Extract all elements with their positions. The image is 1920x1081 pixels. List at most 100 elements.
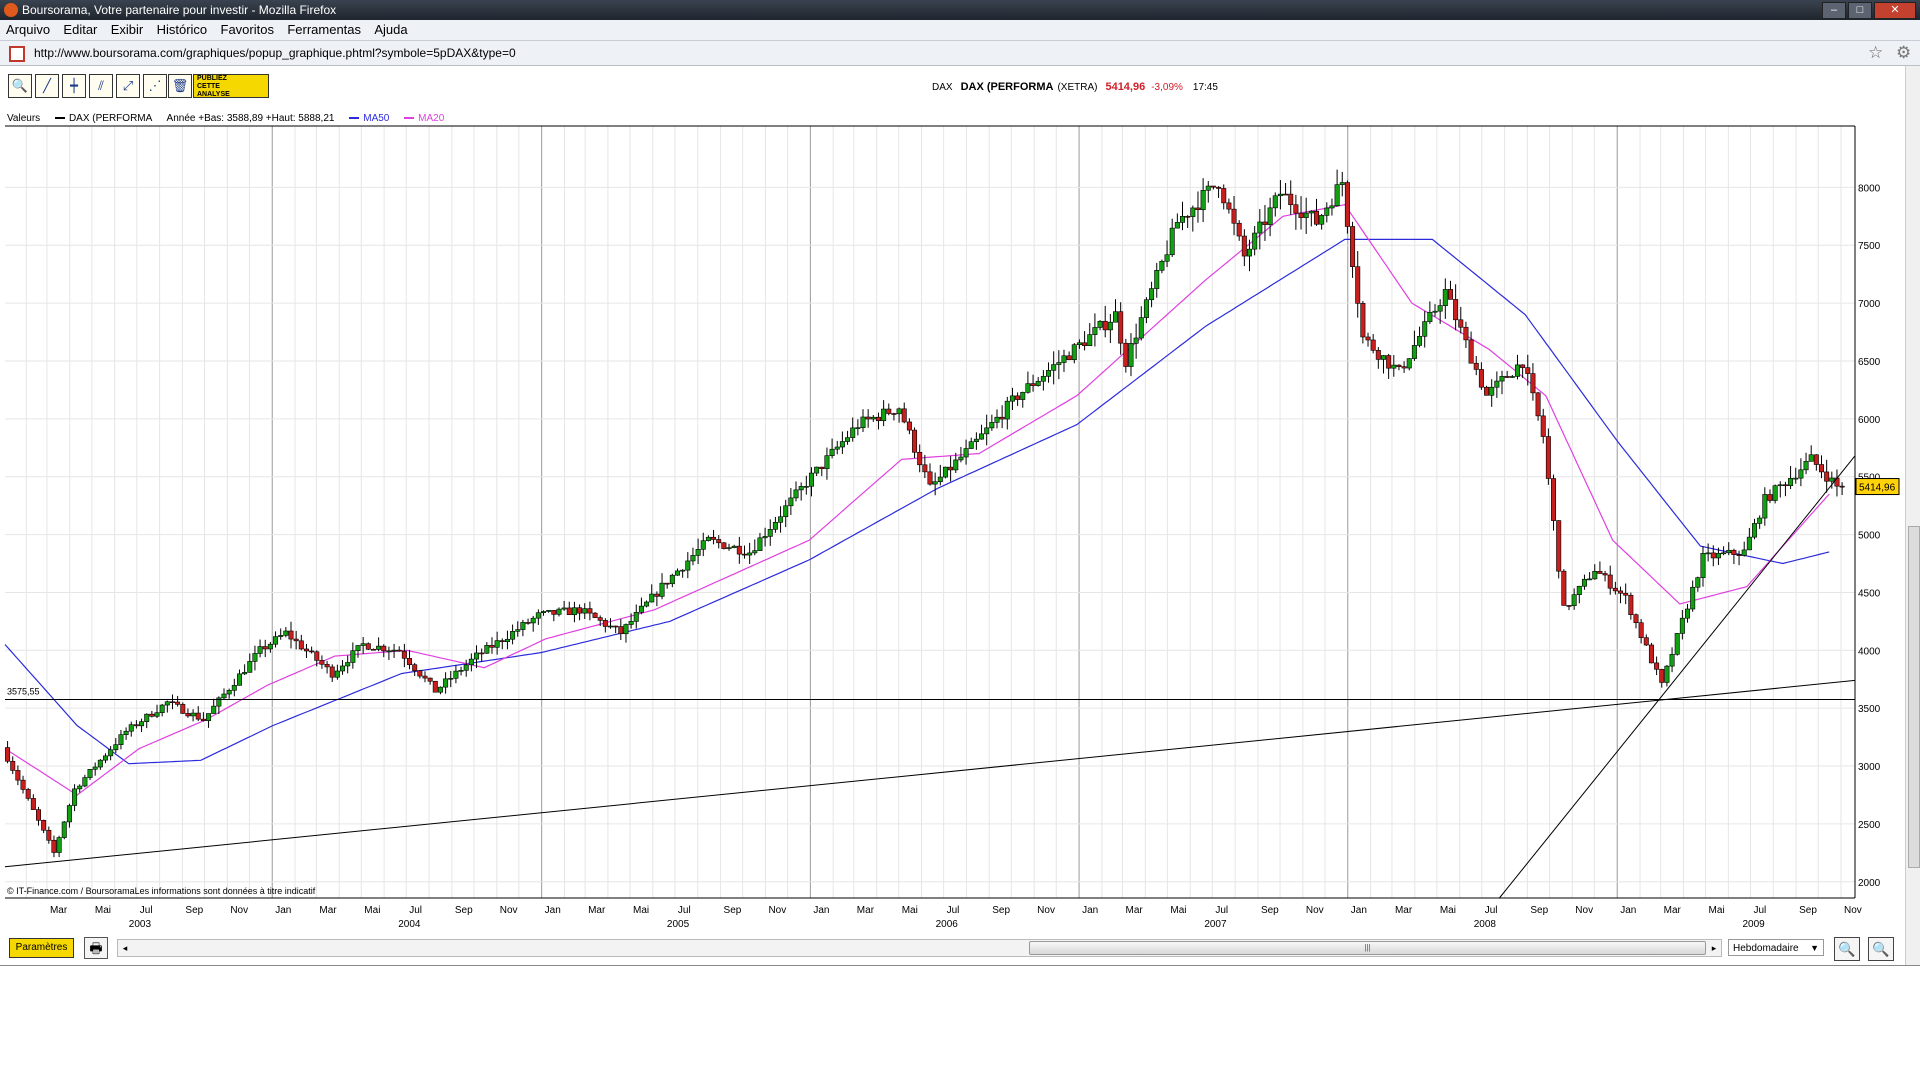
close-button[interactable]: ✕ [1874,2,1916,19]
candle-body [5,747,11,762]
bookmark-star-icon[interactable]: ☆ [1868,43,1884,62]
candle-body [1447,289,1453,300]
candle-body [644,601,650,607]
trendline-tool-icon[interactable]: ╱ [35,74,59,98]
candle-body [262,646,268,650]
x-tick-label: Nov [1844,905,1862,916]
gear-icon[interactable]: ⚙ [1896,43,1912,62]
candle-body [164,701,170,706]
candle-body [484,645,490,654]
candle-body [1607,574,1613,589]
candle-body [231,685,237,691]
x-tick-label: Mar [50,905,68,916]
candle-body [66,805,72,823]
minimize-button[interactable]: – [1822,2,1846,19]
candle-body [1690,586,1696,610]
year-label: 2003 [129,919,152,930]
candle-body [680,569,686,572]
candle-body [1782,484,1788,487]
horizontal-scrollbar[interactable]: ◂ ||| ▸ [117,939,1722,957]
candle-body [1427,311,1433,322]
candle-body [721,542,727,549]
candle-body [566,607,572,616]
y-tick-label: 3500 [1858,704,1881,715]
candle-body [1633,614,1639,623]
fan-tool-icon[interactable]: ⋰ [143,74,167,98]
menu-bar: Arquivo Editar Exibir Histórico Favorito… [0,20,1920,41]
candle-body [432,680,438,693]
candle-body [123,730,129,735]
ma20-line [4,204,1830,796]
zoom-out-button[interactable]: 🔍− [1834,937,1860,979]
menu-ajuda[interactable]: Ajuda [374,22,408,37]
menu-arquivo[interactable]: Arquivo [6,22,51,37]
quote-header: DAX DAX (PERFORMA (XETRA) 5414,96 -3,09% 17:4… [932,81,1218,93]
menu-ferramentas[interactable]: Ferramentas [287,22,362,37]
printer-icon[interactable]: 🖶 [84,937,108,959]
trash-icon[interactable]: 🗑 [168,74,192,98]
candle-body [1499,376,1505,382]
candle-body [1638,622,1644,638]
fibonacci-tool-icon[interactable]: ⤢ [116,74,140,98]
candle-body [200,718,206,721]
zoom-in-button[interactable]: 🔍+ [1868,937,1894,979]
candle-body [1798,469,1804,479]
candle-body [1324,207,1330,216]
horizontal-line-tool-icon[interactable]: ┿ [62,74,86,98]
interval-select[interactable]: Hebdomadaire ▼ [1728,939,1824,956]
candle-body [30,798,36,810]
url-field[interactable]: http://www.boursorama.com/graphiques/pop… [34,46,516,60]
x-tick-label: Mai [633,905,649,916]
scroll-right-arrow-icon[interactable]: ▸ [1711,943,1717,953]
y-tick-label: 3000 [1858,762,1881,773]
candle-body [592,612,598,618]
legend-ma50: MA50 [363,113,390,124]
candle-body [1705,552,1711,555]
candle-body [1535,392,1541,417]
menu-exibir[interactable]: Exibir [110,22,144,37]
x-tick-label: Nov [230,905,248,916]
candle-body [1592,571,1598,580]
candle-body [20,779,26,790]
candle-body [1664,665,1670,683]
chart-area[interactable]: Mar Mai Jul 2003 Sep Nov Jan Mar Mai Jul 2004 Sep No… [0,104,1905,937]
quote-symbol: DAX [932,82,953,93]
candle-body [211,705,217,714]
publiez-analyse-button[interactable]: PUBLIEZ CETTE ANALYSE [193,74,269,98]
channel-tool-icon[interactable]: ⫽ [89,74,113,98]
candle-body [108,749,114,757]
candle-body [633,612,639,622]
candle-body [1071,344,1077,361]
candle-body [396,649,402,652]
menu-historico[interactable]: Histórico [156,22,208,37]
menu-favoritos[interactable]: Favoritos [220,22,274,37]
candle-body [1757,517,1763,524]
vertical-scroll-thumb[interactable] [1908,526,1920,868]
candle-body [1587,578,1593,581]
candle-body [896,408,902,415]
horizontal-scroll-thumb[interactable]: ||| [1029,941,1706,955]
candle-body [819,466,825,469]
maximize-button[interactable]: □ [1848,2,1872,19]
price-chart[interactable]: Mar Mai Jul 2003 Sep Nov Jan Mar Mai Jul 2004 Sep No… [0,104,1905,934]
candle-body [257,646,263,654]
candle-body [1540,415,1546,437]
y-tick-label: 2000 [1858,878,1881,889]
candle-body [515,629,521,632]
menu-editar[interactable]: Editar [63,22,98,37]
zoom-tool-icon[interactable]: 🔍 [8,74,32,98]
candle-body [242,672,248,675]
candle-body [1061,355,1067,363]
candle-body [571,607,577,616]
parametres-button[interactable]: Paramètres [9,938,74,958]
candle-body [1334,184,1340,207]
candle-body [1612,587,1618,592]
candle-body [92,766,98,770]
vertical-scrollbar[interactable] [1905,66,1920,966]
candle-body [1793,477,1799,480]
legend-prefix: Valeurs [7,113,41,124]
scroll-left-arrow-icon[interactable]: ◂ [122,943,128,953]
candle-body [1432,310,1438,313]
candle-body [118,734,124,745]
candle-body [376,645,382,650]
